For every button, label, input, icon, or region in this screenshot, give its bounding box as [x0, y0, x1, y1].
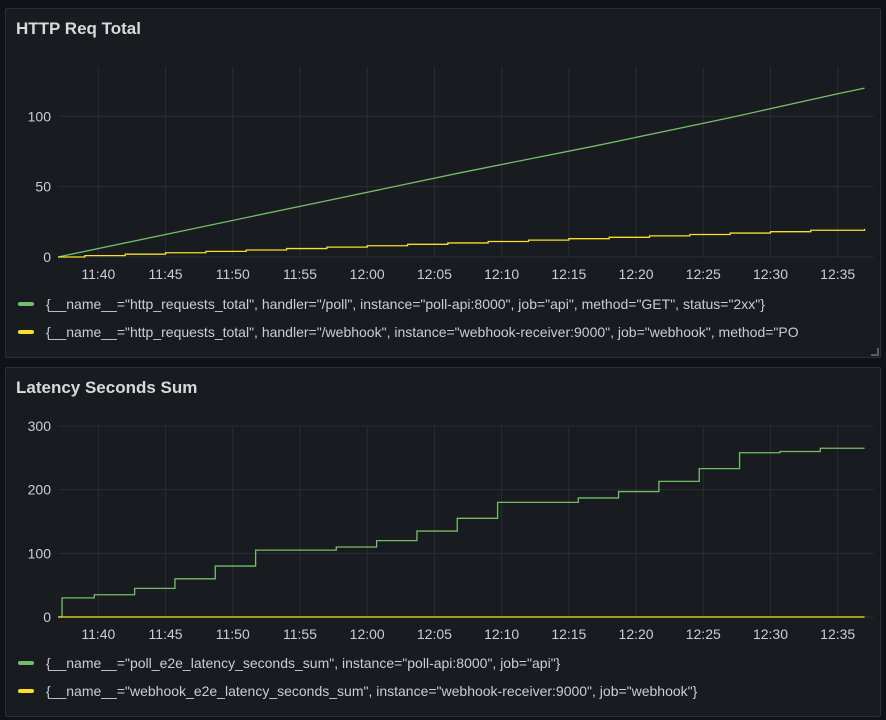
- legend-label[interactable]: {__name__="http_requests_total", handler…: [46, 296, 765, 312]
- x-tick-label: 11:50: [216, 626, 250, 642]
- x-tick-label: 12:35: [820, 626, 855, 642]
- series-line-1[interactable]: [58, 447, 865, 618]
- latency-seconds-sum-chart: 11:40 11:45 11:50 11:55 12:00 12:05 12:10 12:15…: [28, 418, 874, 642]
- series-color-swatch: [18, 302, 34, 306]
- x-tick-label: 12:20: [619, 266, 654, 282]
- legend: {__name__="http_requests_total", handler…: [18, 290, 880, 346]
- x-tick-label: 12:00: [350, 266, 385, 282]
- y-tick-label: 300: [28, 418, 52, 434]
- y-tick-label: 100: [28, 545, 52, 561]
- panel-title[interactable]: HTTP Req Total: [16, 19, 141, 38]
- x-tick-label: 11:50: [216, 266, 250, 282]
- series-color-swatch: [18, 689, 34, 693]
- legend-item[interactable]: {__name__="poll_e2e_latency_seconds_sum"…: [18, 649, 880, 677]
- legend: {__name__="poll_e2e_latency_seconds_sum"…: [18, 649, 880, 705]
- x-tick-label: 12:15: [551, 626, 586, 642]
- x-tick-label: 12:15: [551, 266, 586, 282]
- x-tick-label: 12:25: [686, 626, 721, 642]
- y-tick-label: 0: [43, 249, 51, 265]
- x-tick-label: 11:55: [283, 626, 317, 642]
- panel-latency-seconds-sum: Latency Seconds Sum 11:40 11:45 11:50 11:55…: [5, 367, 881, 717]
- x-tick-label: 11:40: [81, 266, 115, 282]
- y-tick-label: 100: [28, 108, 52, 124]
- legend-item[interactable]: {__name__="http_requests_total", handler…: [18, 318, 880, 346]
- x-tick-label: 12:10: [484, 266, 519, 282]
- x-tick-label: 12:30: [753, 626, 788, 642]
- series-line-1[interactable]: [57, 87, 865, 258]
- panel-title[interactable]: Latency Seconds Sum: [16, 378, 198, 397]
- y-tick-label: 0: [43, 609, 51, 625]
- series-color-swatch: [18, 330, 34, 334]
- grid: [58, 425, 874, 618]
- x-tick-label: 11:55: [283, 266, 317, 282]
- x-tick-label: 12:05: [417, 266, 452, 282]
- x-tick-label: 11:45: [149, 626, 183, 642]
- x-tick-label: 12:20: [619, 626, 654, 642]
- x-tick-label: 11:40: [81, 626, 115, 642]
- legend-label[interactable]: {__name__="poll_e2e_latency_seconds_sum"…: [46, 655, 561, 671]
- x-tick-label: 11:45: [149, 266, 183, 282]
- x-tick-label: 12:10: [484, 626, 519, 642]
- y-tick-label: 50: [35, 179, 51, 195]
- legend-label[interactable]: {__name__="http_requests_total", handler…: [46, 324, 799, 340]
- legend-label[interactable]: {__name__="webhook_e2e_latency_seconds_s…: [46, 683, 698, 699]
- legend-item[interactable]: {__name__="http_requests_total", handler…: [18, 290, 880, 318]
- grid: [58, 67, 874, 258]
- x-tick-label: 12:00: [350, 626, 385, 642]
- http-req-total-chart: 11:40 11:45 11:50 11:55 12:00 12:05 12:10 12:15…: [28, 67, 874, 282]
- legend-item[interactable]: {__name__="webhook_e2e_latency_seconds_s…: [18, 677, 880, 705]
- panel-resize-handle[interactable]: [871, 348, 879, 356]
- panel-http-req-total: HTTP Req Total 11:40 11:45 11:50 11:55 12:00…: [5, 8, 881, 358]
- x-tick-label: 12:05: [417, 626, 452, 642]
- y-tick-label: 200: [28, 482, 52, 498]
- x-tick-label: 12:30: [753, 266, 788, 282]
- x-tick-label: 12:35: [820, 266, 855, 282]
- series-line-2[interactable]: [58, 228, 866, 258]
- series-color-swatch: [18, 661, 34, 665]
- x-tick-label: 12:25: [686, 266, 721, 282]
